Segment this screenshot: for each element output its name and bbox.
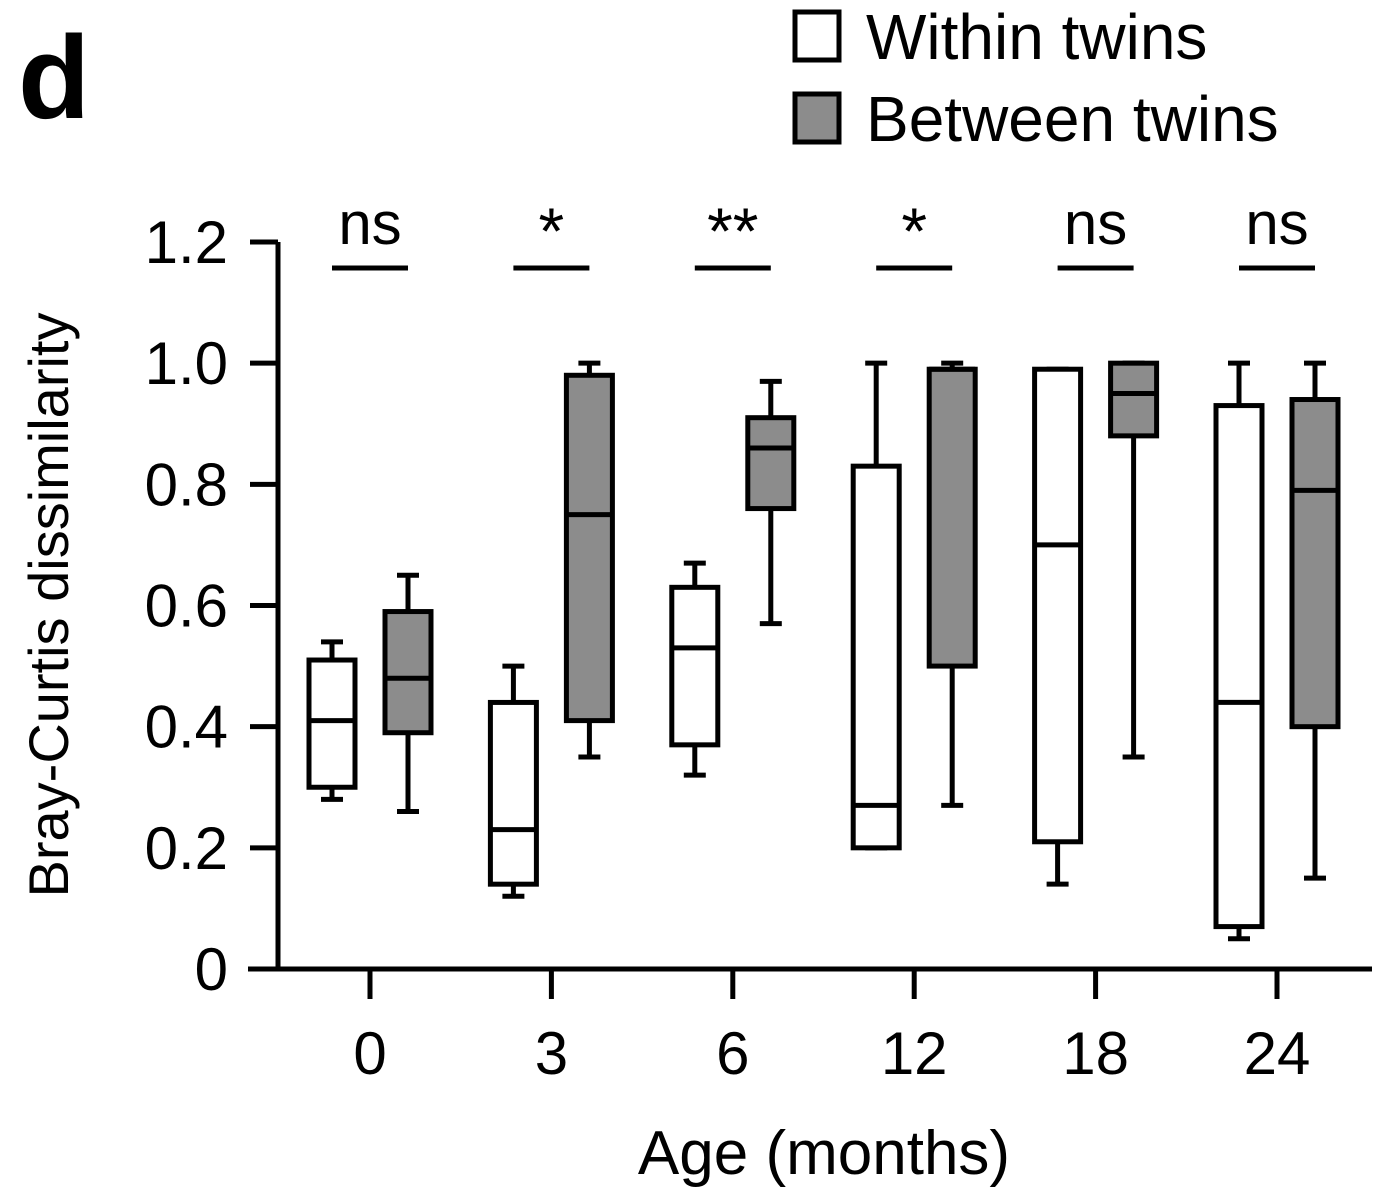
x-tick-label: 6 bbox=[716, 1020, 749, 1087]
legend-swatch bbox=[792, 9, 842, 63]
significance-markers: ns * ** * ns ns bbox=[332, 190, 1315, 271]
box-between-twins-3 bbox=[563, 360, 615, 760]
significance-label: ** bbox=[707, 194, 758, 268]
box-between-twins-0 bbox=[382, 572, 434, 814]
box-iqr bbox=[382, 609, 434, 736]
box-iqr bbox=[1032, 366, 1084, 845]
box-between-twins-12 bbox=[926, 360, 978, 808]
box-iqr bbox=[1108, 360, 1160, 439]
y-tick-label: 1.0 bbox=[145, 330, 228, 397]
box-iqr bbox=[669, 584, 721, 748]
box-iqr bbox=[745, 415, 797, 512]
significance-label: * bbox=[539, 194, 565, 268]
legend-swatch bbox=[792, 91, 842, 145]
box-iqr bbox=[1213, 403, 1265, 930]
box-iqr bbox=[487, 699, 539, 887]
y-tick-label: 0.4 bbox=[145, 694, 228, 761]
box-iqr bbox=[926, 366, 978, 669]
x-tick-label: 0 bbox=[353, 1020, 386, 1087]
box-within-twins-0 bbox=[306, 639, 358, 802]
box-within-twins-18 bbox=[1032, 366, 1084, 887]
y-axis-label: Bray-Curtis dissimilarity bbox=[17, 313, 80, 898]
box-within-twins-6 bbox=[669, 560, 721, 778]
legend: Within twins Between twins bbox=[792, 1, 1279, 155]
y-tick-label: 1.2 bbox=[145, 209, 228, 276]
legend-label: Within twins bbox=[866, 1, 1207, 73]
significance-label: * bbox=[901, 194, 927, 268]
box-iqr bbox=[563, 372, 615, 724]
x-tick-label: 3 bbox=[535, 1020, 568, 1087]
significance-label: ns bbox=[338, 190, 401, 257]
x-tick-label: 18 bbox=[1062, 1020, 1129, 1087]
legend-item-within-twins: Within twins bbox=[792, 1, 1207, 73]
significance-label: ns bbox=[1064, 190, 1127, 257]
box-between-twins-24 bbox=[1289, 360, 1341, 881]
x-tick-label: 24 bbox=[1244, 1020, 1311, 1087]
legend-item-between-twins: Between twins bbox=[792, 83, 1279, 155]
y-tick-label: 0.6 bbox=[145, 573, 228, 640]
box-iqr bbox=[306, 657, 358, 790]
significance-label: ns bbox=[1245, 190, 1308, 257]
panel-label: d bbox=[18, 12, 90, 144]
axes: 0 0.2 0.4 0.6 0.8 1.0 1.2 0 3 6 12 18 24 bbox=[145, 209, 1372, 1087]
y-tick-label: 0.8 bbox=[145, 451, 228, 518]
boxes bbox=[306, 360, 1341, 942]
x-axis-label: Age (months) bbox=[638, 1119, 1010, 1188]
box-within-twins-12 bbox=[850, 360, 902, 851]
legend-label: Between twins bbox=[866, 83, 1279, 155]
box-between-twins-6 bbox=[745, 378, 797, 627]
box-between-twins-18 bbox=[1108, 360, 1160, 760]
box-within-twins-24 bbox=[1213, 360, 1265, 942]
box-iqr bbox=[850, 463, 902, 851]
x-tick-label: 12 bbox=[881, 1020, 948, 1087]
y-tick-label: 0.2 bbox=[145, 815, 228, 882]
box-within-twins-3 bbox=[487, 663, 539, 899]
y-tick-label: 0 bbox=[195, 936, 228, 1003]
box-iqr bbox=[1289, 397, 1341, 730]
